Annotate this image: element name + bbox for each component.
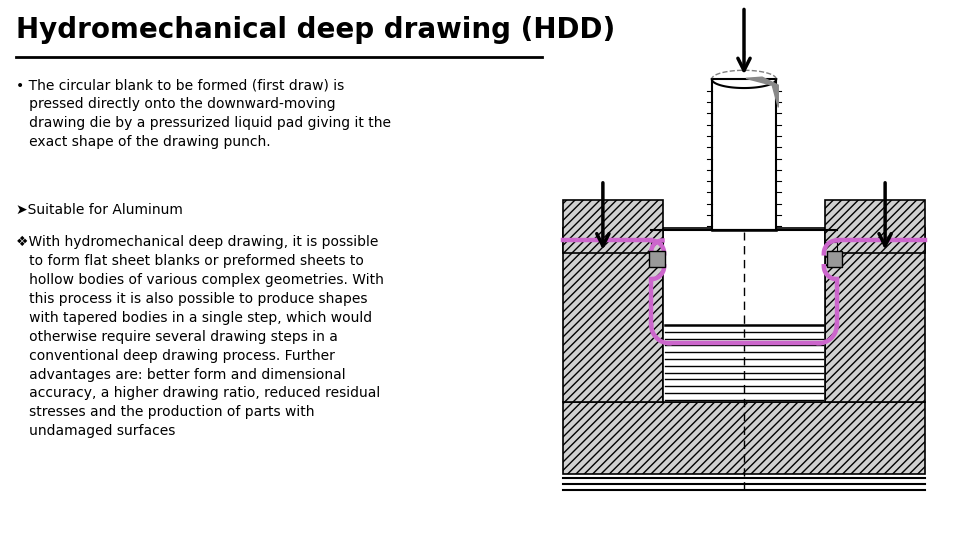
Bar bbox=[827, 251, 842, 267]
Bar bbox=[825, 200, 925, 253]
Text: ❖With hydromechanical deep drawing, it is possible
   to form flat sheet blanks : ❖With hydromechanical deep drawing, it i… bbox=[16, 235, 384, 438]
Text: ➤Suitable for Aluminum: ➤Suitable for Aluminum bbox=[16, 202, 183, 217]
Bar bbox=[649, 251, 664, 267]
Bar bbox=[563, 200, 663, 253]
Text: Hydromechanical deep drawing (HDD): Hydromechanical deep drawing (HDD) bbox=[16, 16, 615, 44]
Polygon shape bbox=[746, 77, 779, 107]
Bar bbox=[651, 242, 663, 265]
Text: • The circular blank to be formed (first draw) is
   pressed directly onto the d: • The circular blank to be formed (first… bbox=[16, 78, 392, 149]
Bar bbox=[563, 402, 925, 474]
Bar bbox=[663, 228, 825, 402]
Bar bbox=[825, 242, 837, 265]
Bar bbox=[825, 228, 925, 402]
Bar bbox=[711, 79, 777, 231]
Bar bbox=[563, 228, 663, 402]
